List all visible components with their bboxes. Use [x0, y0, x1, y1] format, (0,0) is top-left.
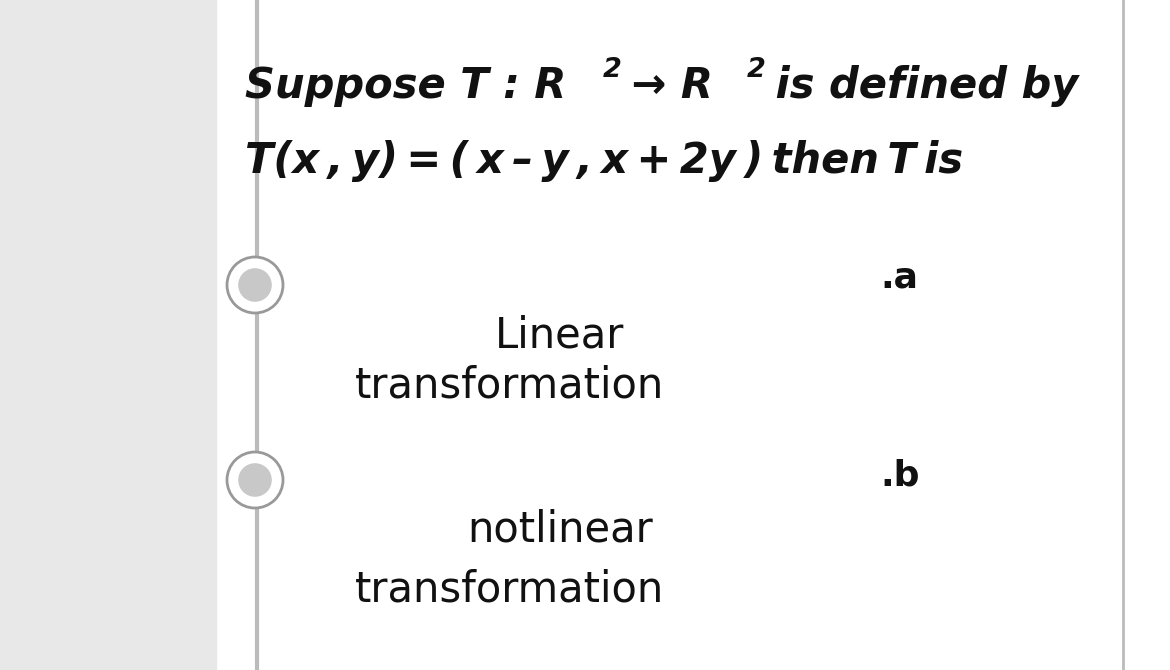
Text: 2: 2: [746, 57, 766, 83]
Text: Suppose T : R: Suppose T : R: [245, 65, 566, 107]
Text: .b: .b: [880, 458, 920, 492]
Circle shape: [239, 268, 271, 302]
Text: transformation: transformation: [356, 364, 665, 406]
Text: Linear: Linear: [495, 314, 625, 356]
Text: T(x , y) = ( x – y , x + 2y ) then T is: T(x , y) = ( x – y , x + 2y ) then T is: [245, 140, 963, 182]
Text: 2: 2: [603, 57, 622, 83]
Circle shape: [227, 452, 283, 508]
Text: is defined by: is defined by: [760, 65, 1079, 107]
Circle shape: [227, 257, 283, 313]
Text: .a: .a: [880, 261, 918, 295]
Circle shape: [239, 463, 271, 496]
Text: → R: → R: [617, 65, 713, 107]
Text: transformation: transformation: [356, 569, 665, 611]
Text: notlinear: notlinear: [467, 509, 653, 551]
